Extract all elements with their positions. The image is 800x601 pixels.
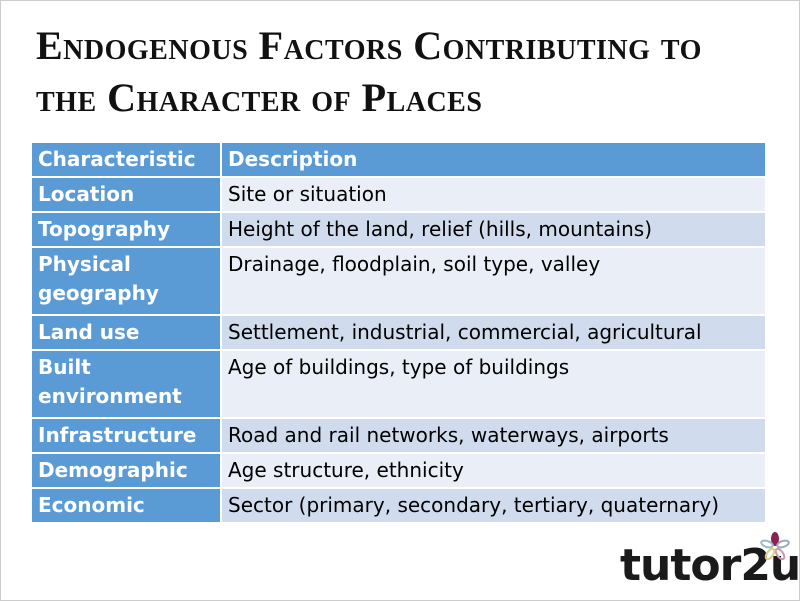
header-description: Description — [220, 141, 767, 178]
description-cell: Height of the land, relief (hills, mount… — [220, 211, 767, 248]
page-title: Endogenous Factors Contributing to the Ch… — [36, 20, 702, 124]
description-cell: Settlement, industrial, commercial, agri… — [220, 314, 767, 351]
factors-table: Characteristic Description Location Site … — [30, 141, 767, 524]
description-cell: Road and rail networks, waterways, airpo… — [220, 417, 767, 454]
table-header: Characteristic Description — [30, 141, 767, 178]
header-characteristic: Characteristic — [30, 141, 222, 178]
characteristic-cell: Demographic — [30, 452, 222, 489]
title-line-2: the Character of Places — [36, 75, 483, 120]
tutor2u-logo: tutor2u — [620, 540, 800, 591]
characteristic-cell: Topography — [30, 211, 222, 248]
table-row: Infrastructure Road and rail networks, wa… — [30, 417, 767, 454]
characteristic-cell: Land use — [30, 314, 222, 351]
description-cell: Age structure, ethnicity — [220, 452, 767, 489]
table-row: Economic Sector (primary, secondary, tert… — [30, 487, 767, 524]
table-row: Topography Height of the land, relief (hi… — [30, 211, 767, 248]
table-row: Built environment Age of buildings, type … — [30, 349, 767, 419]
characteristic-cell: Built environment — [30, 349, 222, 419]
table-row: Land use Settlement, industrial, commerci… — [30, 314, 767, 351]
table-row: Physical geography Drainage, floodplain, … — [30, 246, 767, 316]
description-cell: Sector (primary, secondary, tertiary, qu… — [220, 487, 767, 524]
characteristic-cell: Economic — [30, 487, 222, 524]
table-row: Location Site or situation — [30, 176, 767, 213]
description-cell: Drainage, floodplain, soil type, valley — [220, 246, 767, 316]
title-line-1: Endogenous Factors Contributing to — [36, 23, 702, 68]
characteristic-cell: Location — [30, 176, 222, 213]
characteristic-cell: Physical geography — [30, 246, 222, 316]
description-cell: Site or situation — [220, 176, 767, 213]
description-cell: Age of buildings, type of buildings — [220, 349, 767, 419]
table-row: Demographic Age structure, ethnicity — [30, 452, 767, 489]
flower-logo-icon — [760, 532, 790, 561]
characteristic-cell: Infrastructure — [30, 417, 222, 454]
